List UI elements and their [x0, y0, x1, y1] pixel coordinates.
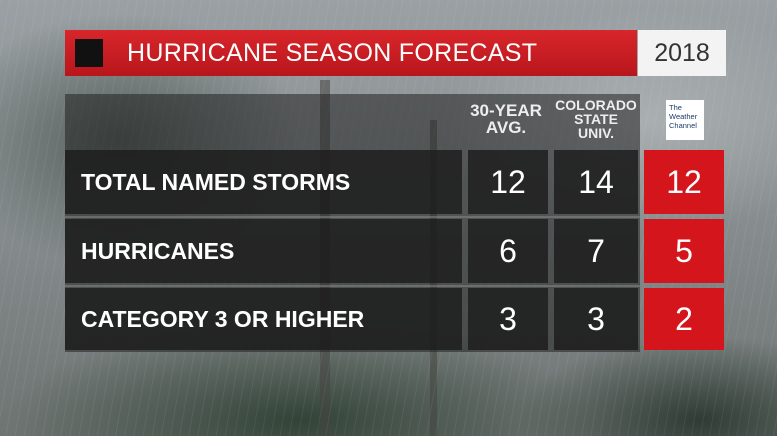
title-square-icon — [75, 39, 103, 67]
row-label-category-3: CATEGORY 3 OR HIGHER — [65, 288, 462, 350]
row-divider — [65, 216, 640, 218]
value-avg-hurricanes: 6 — [468, 219, 548, 283]
column-header-line: STATE — [574, 111, 618, 127]
value-csu-named-storms: 14 — [554, 150, 638, 214]
row-label-hurricanes: HURRICANES — [65, 219, 462, 283]
page-title: HURRICANE SEASON FORECAST — [127, 39, 538, 67]
row-label-total-named-storms: TOTAL NAMED STORMS — [65, 150, 462, 214]
column-header-line: UNIV. — [577, 125, 615, 141]
value-csu-hurricanes: 7 — [554, 219, 638, 283]
value-avg-category-3: 3 — [468, 288, 548, 350]
title-bar: HURRICANE SEASON FORECAST — [65, 30, 637, 76]
column-header-30-year-avg: 30-YEAR AVG. — [465, 102, 547, 136]
year-badge: 2018 — [638, 30, 726, 76]
value-twc-hurricanes: 5 — [644, 219, 724, 283]
logo-text: The Weather Channel — [669, 103, 698, 130]
value-twc-named-storms: 12 — [644, 150, 724, 214]
row-divider — [65, 285, 640, 287]
weather-channel-logo: The Weather Channel — [666, 100, 704, 140]
value-avg-named-storms: 12 — [468, 150, 548, 214]
value-csu-category-3: 3 — [554, 288, 638, 350]
column-header-line: COLORADO — [555, 97, 637, 113]
column-header-label: 30-YEAR AVG. — [470, 101, 542, 137]
value-twc-category-3: 2 — [644, 288, 724, 350]
column-header-csu: COLORADO STATE UNIV. — [552, 98, 640, 140]
